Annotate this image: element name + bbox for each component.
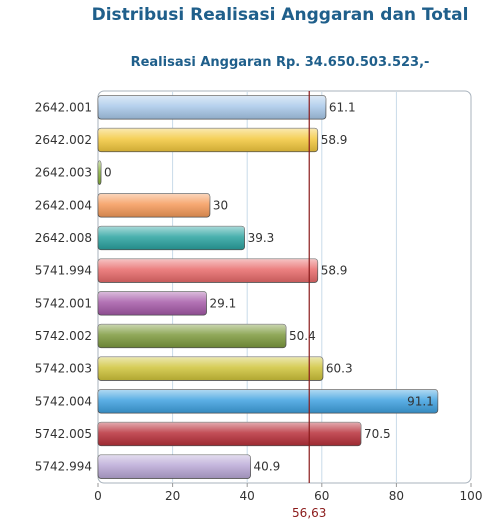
bar-highlight bbox=[98, 193, 210, 218]
value-label: 40.9 bbox=[254, 460, 281, 474]
chart-subtitle: Realisasi Anggaran Rp. 34.650.503.523,- bbox=[130, 55, 430, 70]
category-label: 5742.994 bbox=[35, 460, 92, 474]
plot-area bbox=[97, 90, 472, 484]
category-label: 2642.001 bbox=[35, 100, 92, 114]
category-label: 2642.008 bbox=[35, 231, 92, 245]
bar-highlight bbox=[98, 389, 438, 414]
value-label: 39.3 bbox=[248, 231, 275, 245]
bar-highlight bbox=[98, 95, 326, 120]
bar-highlight bbox=[98, 128, 318, 152]
bar-highlight bbox=[98, 454, 251, 479]
category-label: 2642.003 bbox=[35, 166, 92, 180]
value-label: 70.5 bbox=[364, 427, 391, 441]
chart-title: Distribusi Realisasi Anggaran dan Total bbox=[91, 5, 469, 25]
value-label: 30 bbox=[213, 198, 228, 212]
value-label: 61.1 bbox=[329, 100, 356, 114]
x-tick-label: 40 bbox=[240, 489, 255, 503]
bar-highlight bbox=[98, 356, 323, 381]
value-label: 58.9 bbox=[321, 133, 348, 147]
category-label: 5742.002 bbox=[35, 329, 92, 343]
category-label: 5742.003 bbox=[35, 362, 92, 376]
category-label: 2642.004 bbox=[35, 198, 92, 212]
bar-highlight bbox=[98, 422, 361, 446]
category-label: 5742.004 bbox=[35, 394, 92, 408]
bar-highlight bbox=[98, 258, 318, 283]
bar-highlight bbox=[98, 291, 207, 316]
bar-highlight bbox=[98, 324, 286, 348]
category-label: 2642.002 bbox=[35, 133, 92, 147]
category-label: 5742.001 bbox=[35, 296, 92, 310]
bar-highlight bbox=[98, 226, 245, 250]
value-label: 60.3 bbox=[326, 362, 353, 376]
reference-line-label: 56,63 bbox=[292, 506, 326, 520]
x-tick-label: 80 bbox=[389, 489, 404, 503]
value-label: 58.9 bbox=[321, 264, 348, 278]
x-tick-label: 100 bbox=[460, 489, 483, 503]
value-label: 29.1 bbox=[210, 296, 237, 310]
value-label: 50.4 bbox=[289, 329, 316, 343]
x-tick-label: 60 bbox=[314, 489, 329, 503]
bar-highlight bbox=[98, 160, 101, 185]
category-label: 5741.994 bbox=[35, 264, 92, 278]
category-label: 5742.005 bbox=[35, 427, 92, 441]
x-tick-label: 20 bbox=[165, 489, 180, 503]
value-label: 0 bbox=[104, 166, 112, 180]
value-label: 91.1 bbox=[407, 394, 434, 408]
x-tick-label: 0 bbox=[94, 489, 102, 503]
